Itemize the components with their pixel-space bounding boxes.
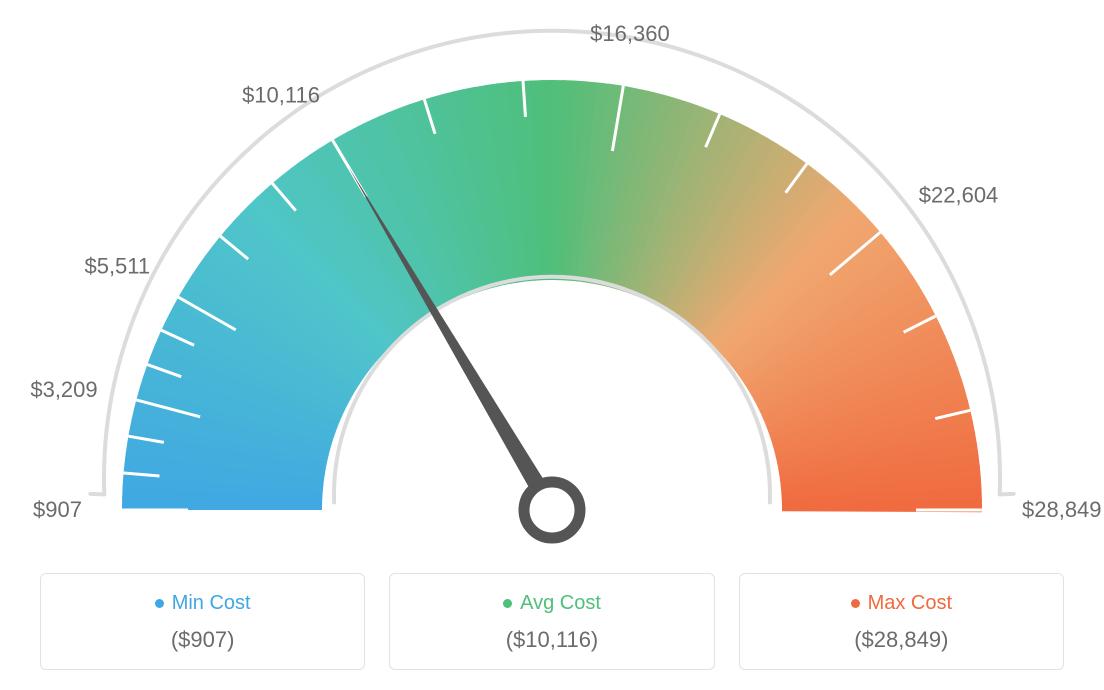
- legend-dot-max: [851, 599, 860, 608]
- legend-row: Min Cost ($907) Avg Cost ($10,116) Max C…: [40, 573, 1064, 670]
- legend-dot-min: [155, 599, 164, 608]
- gauge-tick-label: $10,116: [242, 82, 320, 108]
- gauge-area: $907 $3,209 $5,511 $10,116 $16,360 $22,604 $28…: [0, 0, 1104, 560]
- legend-label-min: Min Cost: [172, 592, 251, 615]
- gauge-tick-label: $16,360: [590, 21, 670, 47]
- legend-title-min: Min Cost: [155, 592, 251, 615]
- legend-dot-avg: [503, 599, 512, 608]
- legend-label-avg: Avg Cost: [520, 592, 601, 615]
- legend-label-max: Max Cost: [868, 592, 952, 615]
- legend-card-min: Min Cost ($907): [40, 573, 365, 670]
- gauge-tick-label: $907: [33, 497, 82, 523]
- legend-card-max: Max Cost ($28,849): [739, 573, 1064, 670]
- legend-value-min: ($907): [51, 627, 354, 653]
- legend-card-avg: Avg Cost ($10,116): [389, 573, 714, 670]
- chart-container: $907 $3,209 $5,511 $10,116 $16,360 $22,604 $28…: [0, 0, 1104, 690]
- gauge-svg: [0, 0, 1104, 560]
- legend-title-avg: Avg Cost: [503, 592, 601, 615]
- gauge-tick-label: $28,849: [1022, 497, 1102, 523]
- gauge-tick-label: $22,604: [919, 183, 999, 209]
- legend-value-max: ($28,849): [750, 627, 1053, 653]
- legend-title-max: Max Cost: [851, 592, 952, 615]
- gauge-tick-label: $5,511: [84, 254, 150, 280]
- gauge-tick-label: $3,209: [30, 377, 97, 403]
- legend-value-avg: ($10,116): [400, 627, 703, 653]
